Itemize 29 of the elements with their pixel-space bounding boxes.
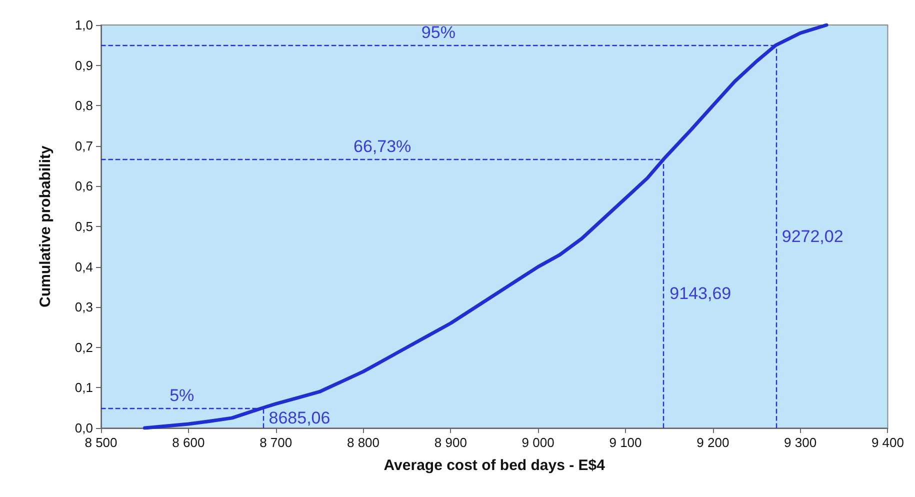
ref-line-label: 95% <box>421 23 456 42</box>
x-tick-label: 9 400 <box>871 435 904 450</box>
y-tick-label: 0,8 <box>74 98 93 114</box>
y-tick-label: 0,5 <box>74 219 93 234</box>
y-tick-label: 0,6 <box>74 178 93 194</box>
y-tick-label: 0,7 <box>74 138 93 154</box>
ref-line-label: 66,73% <box>354 137 412 156</box>
x-axis-title: Average cost of bed days - E$4 <box>384 457 606 474</box>
x-tick-label: 8 900 <box>434 435 467 450</box>
x-tick-label: 9 300 <box>784 435 817 450</box>
x-tick-label: 9 100 <box>609 435 642 450</box>
y-tick-label: 0,2 <box>74 340 93 355</box>
ref-line-label: 8685,06 <box>268 408 330 428</box>
x-tick-label: 8 600 <box>172 435 205 450</box>
y-axis-title: Cumulative probability <box>37 145 54 308</box>
y-tick-label: 0,4 <box>74 259 93 274</box>
x-tick-label: 8 500 <box>84 435 118 450</box>
x-tick-label: 9 200 <box>696 435 730 450</box>
y-tick-label: 0,1 <box>74 380 93 396</box>
y-tick-label: 0,0 <box>74 420 93 436</box>
y-tick-label: 0,9 <box>74 58 93 73</box>
x-tick-label: 9 000 <box>522 435 554 450</box>
x-tick-label: 8 800 <box>346 435 380 450</box>
ref-line-label: 9143,69 <box>670 284 732 304</box>
x-tick-label: 8 700 <box>260 435 292 450</box>
ref-line-label: 9272,02 <box>782 227 844 246</box>
y-tick-label: 0,3 <box>74 300 93 315</box>
y-tick-label: 1,0 <box>74 18 93 32</box>
ref-line-label: 5% <box>170 386 194 405</box>
